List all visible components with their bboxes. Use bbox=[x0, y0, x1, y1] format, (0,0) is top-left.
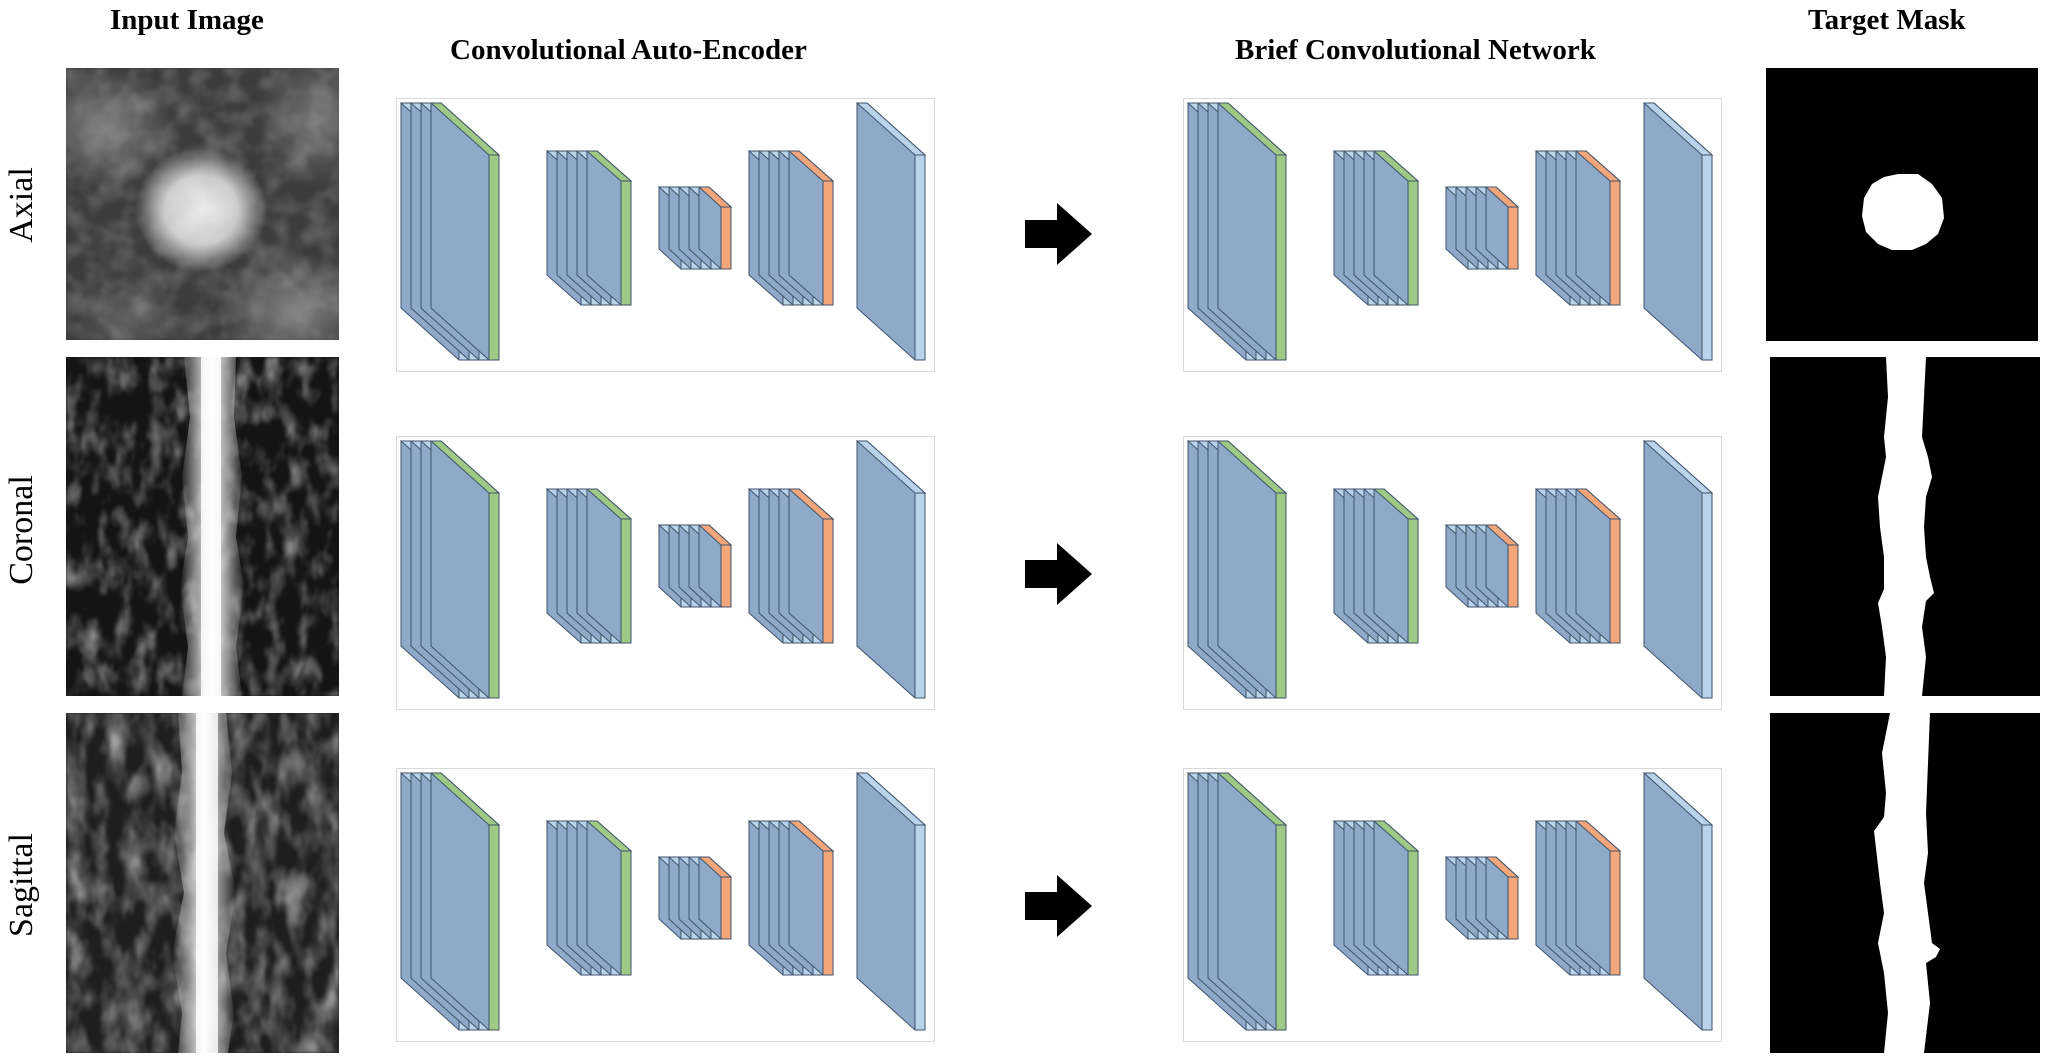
layer-slice-front bbox=[1507, 544, 1519, 608]
layer-slice-front bbox=[620, 518, 632, 644]
layer-block-output bbox=[1642, 102, 1714, 361]
axial-input-image bbox=[66, 68, 339, 340]
layer-slice-front bbox=[914, 154, 926, 361]
layer-slice-front bbox=[620, 850, 632, 976]
layer-slice-front bbox=[1701, 154, 1713, 361]
row-label-sagittal: Sagittal bbox=[3, 833, 40, 937]
layer-slice-front bbox=[1701, 492, 1713, 699]
layer-block-output bbox=[855, 102, 927, 361]
coronal-target-mask bbox=[1770, 357, 2040, 696]
layer-block-encoder bbox=[545, 488, 633, 644]
layer-slice-front bbox=[1701, 824, 1713, 1031]
layer-block-decoder bbox=[1534, 488, 1622, 644]
header-convolutional-auto-encoder: Convolutional Auto-Encoder bbox=[450, 34, 807, 66]
coronal-cae-diagram bbox=[396, 436, 935, 710]
layer-slice-front bbox=[1407, 518, 1419, 644]
sagittal-target-mask bbox=[1770, 713, 2040, 1053]
sagittal-bcn-diagram bbox=[1183, 768, 1722, 1042]
layer-slice-front bbox=[720, 544, 732, 608]
layer-block-decoder bbox=[1534, 150, 1622, 306]
axial-bcn-diagram bbox=[1183, 98, 1722, 372]
layer-slice-front bbox=[914, 492, 926, 699]
layer-slice-front bbox=[822, 180, 834, 306]
layer-block-encoder bbox=[1332, 820, 1420, 976]
layer-slice-front bbox=[488, 154, 500, 361]
layer-block-decoder bbox=[747, 488, 835, 644]
layer-block-encoder bbox=[545, 150, 633, 306]
layer-slice-front bbox=[1275, 492, 1287, 699]
layer-block-encoder bbox=[1332, 488, 1420, 644]
layer-block-output bbox=[855, 772, 927, 1031]
header-brief-convolutional-network: Brief Convolutional Network bbox=[1235, 34, 1596, 66]
axial-target-mask bbox=[1766, 68, 2038, 341]
layer-block-input bbox=[1186, 102, 1288, 361]
layer-slice-front bbox=[1507, 206, 1519, 270]
layer-block-encoder bbox=[1332, 150, 1420, 306]
axial-arrow bbox=[1025, 203, 1092, 265]
layer-block-input bbox=[1186, 440, 1288, 699]
layer-slice-front bbox=[720, 876, 732, 940]
layer-slice-front bbox=[620, 180, 632, 306]
sagittal-cae-diagram bbox=[396, 768, 935, 1042]
row-label-axial: Axial bbox=[3, 167, 40, 243]
header-target-mask: Target Mask bbox=[1808, 4, 1966, 36]
layer-block-bottleneck bbox=[657, 186, 733, 270]
layer-block-input bbox=[399, 440, 501, 699]
layer-block-bottleneck bbox=[657, 524, 733, 608]
sagittal-input-image bbox=[66, 713, 339, 1053]
coronal-bcn-diagram bbox=[1183, 436, 1722, 710]
layer-slice-front bbox=[822, 518, 834, 644]
layer-slice-front bbox=[720, 206, 732, 270]
layer-block-decoder bbox=[1534, 820, 1622, 976]
layer-slice-front bbox=[1407, 180, 1419, 306]
layer-block-decoder bbox=[747, 150, 835, 306]
layer-slice-front bbox=[488, 492, 500, 699]
header-input-image: Input Image bbox=[110, 4, 264, 36]
layer-block-input bbox=[399, 102, 501, 361]
layer-block-output bbox=[1642, 772, 1714, 1031]
layer-slice-front bbox=[1609, 518, 1621, 644]
axial-cae-diagram bbox=[396, 98, 935, 372]
layer-block-encoder bbox=[545, 820, 633, 976]
layer-slice-front bbox=[1275, 154, 1287, 361]
layer-block-decoder bbox=[747, 820, 835, 976]
layer-slice-front bbox=[1609, 850, 1621, 976]
layer-block-input bbox=[399, 772, 501, 1031]
layer-block-bottleneck bbox=[1444, 524, 1520, 608]
layer-slice-front bbox=[1275, 824, 1287, 1031]
layer-block-input bbox=[1186, 772, 1288, 1031]
layer-block-bottleneck bbox=[657, 856, 733, 940]
sagittal-arrow bbox=[1025, 875, 1092, 937]
layer-slice-front bbox=[914, 824, 926, 1031]
coronal-arrow bbox=[1025, 543, 1092, 605]
layer-block-output bbox=[1642, 440, 1714, 699]
layer-block-output bbox=[855, 440, 927, 699]
layer-slice-front bbox=[488, 824, 500, 1031]
coronal-input-image bbox=[66, 357, 339, 696]
layer-slice-front bbox=[1507, 876, 1519, 940]
layer-slice-front bbox=[822, 850, 834, 976]
row-label-coronal: Coronal bbox=[3, 475, 40, 585]
layer-block-bottleneck bbox=[1444, 186, 1520, 270]
layer-slice-front bbox=[1609, 180, 1621, 306]
layer-block-bottleneck bbox=[1444, 856, 1520, 940]
layer-slice-front bbox=[1407, 850, 1419, 976]
